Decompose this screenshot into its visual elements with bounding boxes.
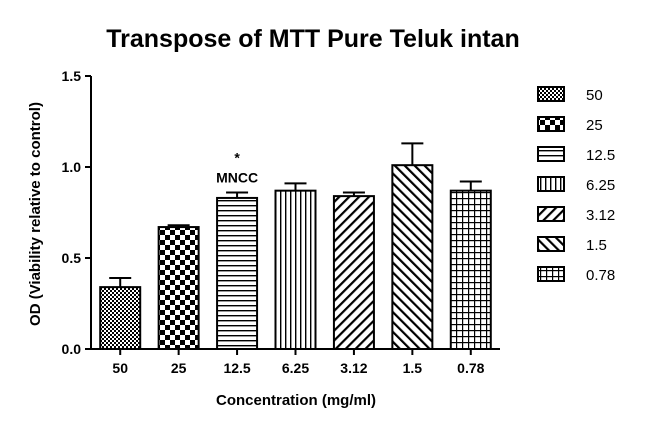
- legend-swatch: [537, 176, 565, 192]
- annotations: * MNCC: [216, 149, 258, 185]
- bar-6.25: [274, 189, 317, 350]
- legend-swatch: [537, 206, 565, 222]
- x-tick-label: 6.25: [282, 360, 309, 376]
- y-tick-label: 0.0: [62, 341, 82, 357]
- legend-swatch: [537, 236, 565, 252]
- x-tick-label: 1.5: [403, 360, 423, 376]
- y-axis: 0.0 0.5 1.0 1.5: [62, 68, 92, 357]
- x-tick-label: 12.5: [223, 360, 250, 376]
- x-tick-label: 25: [171, 360, 187, 376]
- legend-swatch: [537, 86, 565, 102]
- bar-1.5: [391, 164, 434, 350]
- legend-label: 0.78: [586, 267, 615, 284]
- x-axis: 50 25 12.5 6.25 3.12 1.5 0.78: [91, 348, 500, 376]
- legend-swatch: [537, 116, 565, 132]
- chart-title: Transpose of MTT Pure Teluk intan: [106, 25, 519, 53]
- x-axis-label: Concentration (mg/ml): [216, 392, 376, 409]
- legend-label: 6.25: [586, 177, 615, 194]
- legend-label: 1.5: [586, 237, 607, 254]
- bar-50: [99, 286, 142, 350]
- annotation-text: MNCC: [216, 169, 258, 185]
- annotation-text: *: [234, 149, 240, 165]
- legend-label: 12.5: [586, 147, 615, 164]
- legend-swatch: [537, 146, 565, 162]
- legend-label: 50: [586, 87, 603, 104]
- y-axis-label: OD (Viability relative to control): [27, 102, 44, 326]
- legend: 50 25 12.5 6.25 3.12 1.5 0.78: [537, 86, 615, 284]
- x-tick-label: 0.78: [457, 360, 484, 376]
- bar-12.5: [216, 196, 259, 350]
- x-tick-label: 50: [112, 360, 128, 376]
- x-tick-label: 3.12: [340, 360, 367, 376]
- y-tick-label: 1.0: [62, 159, 82, 175]
- legend-label: 3.12: [586, 207, 615, 224]
- bar-3.12: [332, 195, 375, 350]
- y-tick-label: 1.5: [62, 68, 82, 84]
- bar-0.78: [449, 189, 492, 350]
- y-tick-label: 0.5: [62, 250, 82, 266]
- legend-swatch: [537, 266, 565, 282]
- legend-label: 25: [586, 117, 603, 134]
- bar-25: [157, 226, 200, 350]
- bars: [99, 142, 492, 350]
